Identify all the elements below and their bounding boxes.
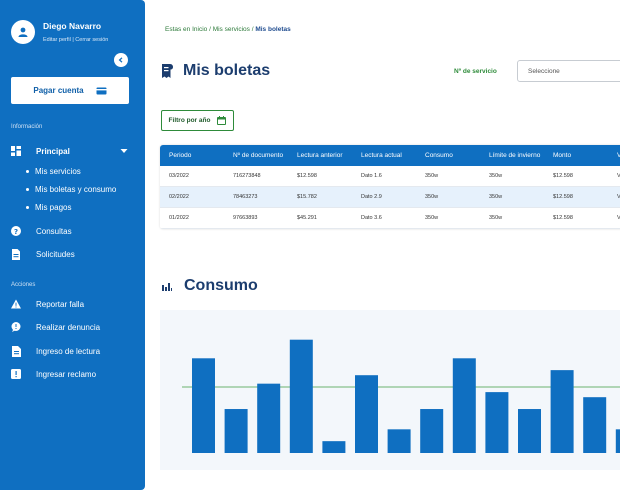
user-name: Diego Navarro [43, 21, 102, 31]
table-cell: 350w [489, 173, 503, 179]
pay-bill-button[interactable]: Pagar cuenta [11, 77, 129, 104]
table-cell: 78463273 [233, 194, 258, 200]
table-cell: $12.598 [553, 194, 573, 200]
table-row[interactable]: 03/2022 716273848 $12.598 Dato 1.6 350w … [160, 166, 620, 187]
table-cell: 350w [425, 194, 439, 200]
bills-table: Periodo Nº de documento Lectura anterior… [160, 145, 620, 229]
sidebar-item-ingreso-lectura[interactable]: Ingreso de lectura [11, 345, 100, 357]
table-cell: V [617, 173, 620, 179]
col-header[interactable]: Lectura anterior [297, 152, 343, 159]
chart-bar[interactable] [518, 409, 541, 453]
help-circle-icon: ? [11, 226, 21, 236]
sidebar-subitem-mis-pagos[interactable]: Mis pagos [26, 203, 71, 212]
breadcrumb-mis-servicios[interactable]: Mis servicios [212, 26, 250, 33]
table-cell: $45.291 [297, 215, 317, 221]
chart-bar[interactable] [322, 441, 346, 453]
collapse-sidebar-button[interactable] [114, 53, 128, 67]
breadcrumb-home[interactable]: Estas en Inicio [165, 26, 208, 33]
table-cell: $12.598 [553, 173, 573, 179]
table-cell: 02/2022 [169, 194, 189, 200]
user-avatar-icon[interactable] [11, 20, 35, 44]
sidebar-item-label: Principal [36, 146, 70, 156]
table-header: Periodo Nº de documento Lectura anterior… [160, 145, 620, 166]
table-cell: V [617, 194, 620, 200]
sidebar-subitem-mis-boletas[interactable]: Mis boletas y consumo [26, 185, 116, 194]
breadcrumb-current: Mis boletas [255, 26, 291, 33]
table-cell: 01/2022 [169, 215, 189, 221]
sidebar-item-solicitudes[interactable]: Solicitudes [11, 248, 75, 260]
consumption-chart [160, 310, 620, 470]
pay-bill-label: Pagar cuenta [33, 86, 84, 95]
table-cell: Dato 1.6 [361, 173, 382, 179]
service-number-select[interactable]: Seleccione [517, 60, 620, 82]
service-number-label: Nº de servicio [454, 68, 497, 75]
chart-bar[interactable] [192, 358, 215, 453]
page-title: Mis boletas [162, 62, 270, 80]
sidebar: Diego Navarro Editar perfil | Cerrar ses… [0, 0, 145, 490]
sidebar-item-realizar-denuncia[interactable]: Realizar denuncia [11, 322, 100, 332]
chart-bar[interactable] [289, 339, 313, 453]
file-icon [11, 345, 21, 357]
warning-icon [11, 299, 21, 309]
chart-bar[interactable] [583, 397, 607, 453]
document-icon [11, 248, 21, 260]
alert-bubble-icon [11, 322, 21, 332]
chart-bar[interactable] [485, 392, 509, 453]
col-header[interactable]: V [617, 152, 620, 159]
chart-bar[interactable] [387, 429, 411, 453]
col-header[interactable]: Nº de documento [233, 152, 284, 159]
breadcrumb: Estas en Inicio / Mis servicios / Mis bo… [165, 26, 291, 33]
col-header[interactable]: Límite de invierno [489, 152, 541, 159]
consumption-title: Consumo [162, 277, 258, 295]
bar-chart-icon [162, 282, 172, 291]
col-header[interactable]: Periodo [169, 152, 192, 159]
filter-label: Filtro por año [168, 117, 211, 124]
svg-text:?: ? [14, 228, 18, 236]
credit-card-icon [96, 87, 107, 94]
table-cell: 350w [489, 194, 503, 200]
exclamation-square-icon [11, 369, 21, 379]
sidebar-item-consultas[interactable]: ? Consultas [11, 226, 72, 236]
table-cell: $12.598 [297, 173, 317, 179]
chevron-down-icon[interactable] [120, 148, 128, 154]
table-cell: 03/2022 [169, 173, 189, 179]
dashboard-icon [11, 146, 21, 156]
sidebar-item-reportar-falla[interactable]: Reportar falla [11, 299, 84, 309]
table-cell: Dato 3.6 [361, 215, 382, 221]
chart-bar[interactable] [257, 383, 281, 453]
calendar-icon [217, 116, 227, 125]
consumption-chart-svg [182, 339, 620, 453]
profile [11, 20, 35, 44]
sidebar-item-principal[interactable]: Principal [11, 146, 70, 156]
table-cell: 350w [489, 215, 503, 221]
section-label-actions: Acciones [11, 282, 36, 288]
col-header[interactable]: Consumo [425, 152, 453, 159]
chevron-left-icon [118, 57, 123, 63]
table-cell: 97663893 [233, 215, 258, 221]
table-row[interactable]: 02/2022 78463273 $15.782 Dato 2.9 350w 3… [160, 187, 620, 208]
chart-bar[interactable] [420, 409, 444, 453]
chart-bar[interactable] [550, 370, 574, 453]
chart-bar[interactable] [224, 409, 248, 453]
table-cell: $15.782 [297, 194, 317, 200]
table-cell: $12.598 [553, 215, 573, 221]
table-row[interactable]: 01/2022 97663893 $45.291 Dato 3.6 350w 3… [160, 208, 620, 229]
sidebar-subitem-mis-servicios[interactable]: Mis servicios [26, 167, 81, 176]
sidebar-item-ingresar-reclamo[interactable]: Ingresar reclamo [11, 369, 96, 379]
col-header[interactable]: Lectura actual [361, 152, 402, 159]
table-cell: 350w [425, 173, 439, 179]
filter-by-year-button[interactable]: Filtro por año [161, 110, 234, 131]
table-cell: 350w [425, 215, 439, 221]
chart-bar[interactable] [355, 375, 378, 453]
table-cell: V [617, 215, 620, 221]
chart-bar[interactable] [452, 358, 476, 453]
table-cell: Dato 2.9 [361, 194, 382, 200]
profile-links[interactable]: Editar perfil | Cerrar sesión [43, 37, 109, 43]
receipt-icon [162, 64, 173, 78]
table-cell: 716273848 [233, 173, 261, 179]
col-header[interactable]: Monto [553, 152, 572, 159]
section-label-info: Información [11, 124, 43, 130]
chart-bar[interactable] [615, 429, 620, 453]
